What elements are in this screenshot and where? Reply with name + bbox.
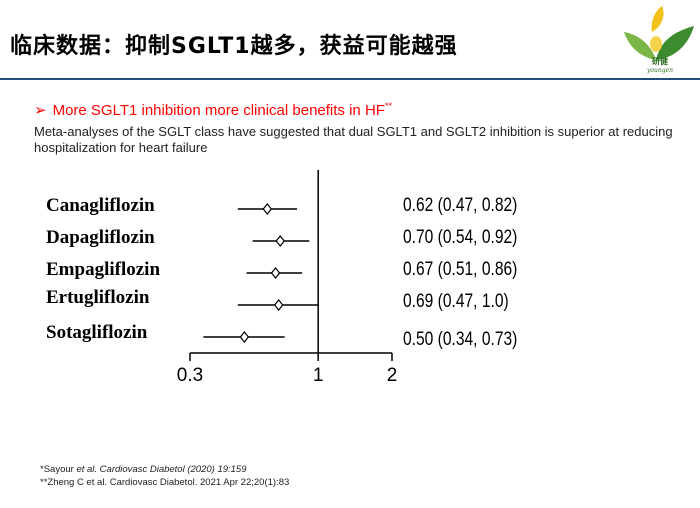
hr-ci-label: 0.70 (0.54, 0.92)	[403, 227, 518, 248]
hr-ci-label: 0.69 (0.47, 1.0)	[403, 291, 509, 312]
logo-name: 研健	[652, 56, 668, 66]
reference-2: **Zheng C et al. Cardiovasc Diabetol. 20…	[40, 477, 290, 488]
forest-plot: 0.3 1 2 Canagliflozin 0.62 (0.47, 0.82) Dapag…	[0, 160, 700, 410]
hr-ci-label: 0.67 (0.51, 0.86)	[403, 259, 518, 280]
drug-label: Ertugliflozin	[46, 287, 150, 308]
point-estimate-marker	[262, 203, 273, 215]
logo-text: 研健 youngen	[640, 56, 680, 74]
x-tick-label: 0.3	[176, 365, 204, 386]
point-estimate-marker	[273, 299, 284, 311]
drug-label: Sotagliflozin	[46, 322, 148, 343]
bullet-marker: **	[384, 101, 392, 111]
bullet-arrow-icon: ➢	[34, 102, 47, 119]
hr-ci-label: 0.62 (0.47, 0.82)	[403, 195, 518, 216]
subtitle-text: Meta-analyses of the SGLT class have sug…	[34, 124, 673, 155]
point-estimate-marker	[275, 235, 285, 247]
title-divider	[0, 78, 700, 80]
bullet-headline: ➢ More SGLT1 inhibition more clinical ben…	[34, 101, 392, 119]
forest-plot-svg	[189, 170, 393, 361]
drug-label: Empagliflozin	[46, 259, 161, 280]
logo-leaf-icon	[624, 6, 694, 60]
drug-label: Canagliflozin	[46, 195, 155, 216]
point-estimate-marker	[239, 331, 250, 343]
x-tick-label: 2	[386, 365, 398, 386]
logo-subtext: youngen	[647, 67, 673, 74]
hr-ci-label: 0.50 (0.34, 0.73)	[403, 329, 518, 350]
x-tick-label: 1	[312, 365, 324, 386]
reference-1-rest: Cardiovasc Diabetol (2020) 19:159	[97, 464, 247, 475]
reference-1-prefix: *Sayour	[40, 464, 77, 475]
reference-1: *Sayour et al. Cardiovasc Diabetol (2020…	[40, 463, 289, 476]
bullet-text: More SGLT1 inhibition more clinical bene…	[52, 102, 385, 119]
reference-1-etal: et al.	[76, 464, 98, 475]
slide-title: 临床数据：抑制SGLT1越多，获益可能越强	[10, 34, 458, 59]
drug-label: Dapagliflozin	[46, 227, 155, 248]
point-estimate-marker	[270, 267, 281, 279]
references: *Sayour et al. Cardiovasc Diabetol (2020…	[40, 463, 289, 489]
